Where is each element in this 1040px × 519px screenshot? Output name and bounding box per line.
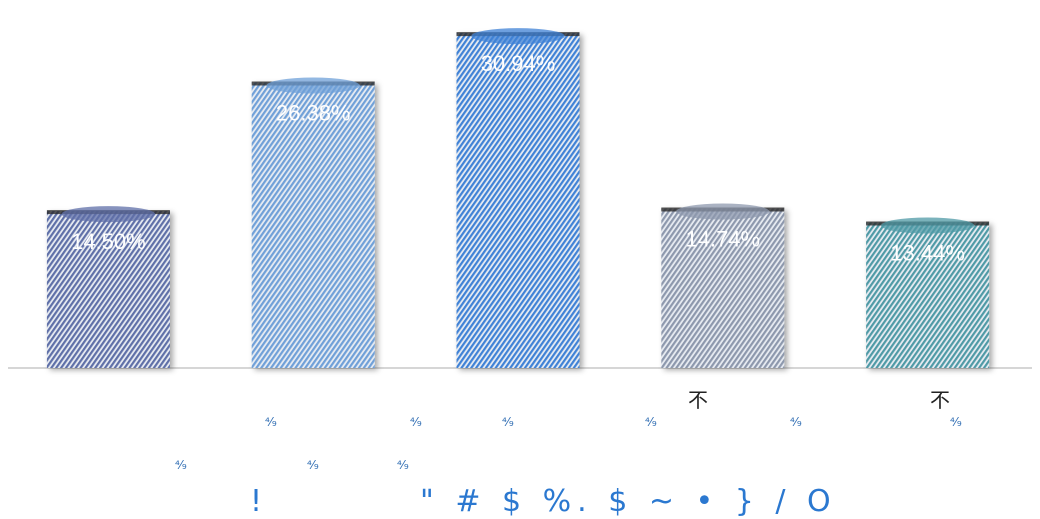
bar-4 [661, 208, 785, 368]
bar-dome-2 [266, 77, 360, 94]
bar-2 [251, 82, 375, 368]
data-label-5: 13.44% [890, 241, 965, 266]
data-label-1: 14.50% [71, 229, 146, 254]
bar-5 [866, 222, 990, 368]
data-label-4: 14.74% [685, 227, 760, 252]
bar-dome-1 [61, 206, 156, 223]
bar-3 [456, 33, 580, 368]
bar-1 [46, 211, 170, 368]
data-label-2: 26.38% [276, 101, 351, 126]
data-label-3: 30.94% [481, 51, 556, 76]
bar-dome-3 [471, 28, 565, 45]
bar-dome-4 [676, 203, 770, 220]
bar-dome-5 [880, 217, 975, 234]
